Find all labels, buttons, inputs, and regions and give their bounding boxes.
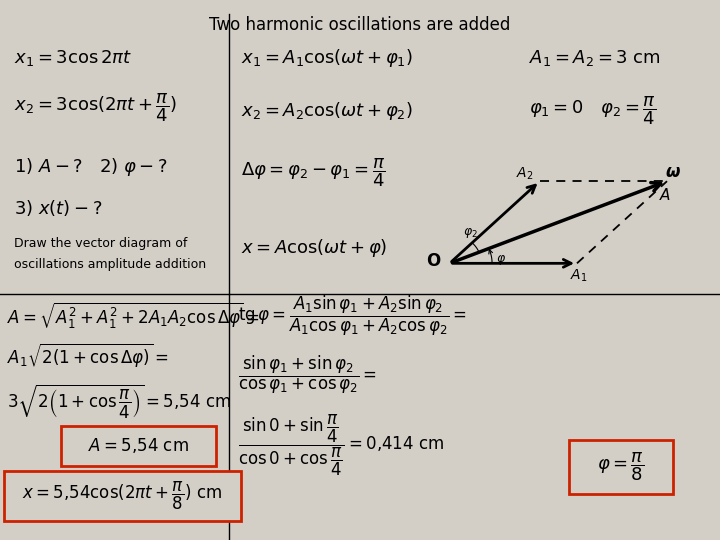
FancyBboxPatch shape [61,426,216,466]
Text: Two harmonic oscillations are added: Two harmonic oscillations are added [210,16,510,34]
Text: oscillations amplitude addition: oscillations amplitude addition [14,258,207,271]
Text: $x_1 = 3\cos 2\pi t$: $x_1 = 3\cos 2\pi t$ [14,48,132,69]
Text: $\dfrac{\sin\varphi_1 + \sin\varphi_2}{\cos\varphi_1 + \cos\varphi_2} =$: $\dfrac{\sin\varphi_1 + \sin\varphi_2}{\… [238,354,377,396]
Text: $\varphi_1 = 0 \quad \varphi_2 = \dfrac{\pi}{4}$: $\varphi_1 = 0 \quad \varphi_2 = \dfrac{… [529,94,657,127]
Text: $x_1 = A_1 \cos(\omega t + \varphi_1)$: $x_1 = A_1 \cos(\omega t + \varphi_1)$ [241,48,413,69]
Text: $x = A\cos(\omega t + \varphi)$: $x = A\cos(\omega t + \varphi)$ [241,238,387,259]
FancyBboxPatch shape [4,471,241,521]
Text: $\varphi_2$: $\varphi_2$ [464,226,478,240]
Text: $A_1$: $A_1$ [570,267,588,284]
Text: $\boldsymbol{\omega}$: $\boldsymbol{\omega}$ [665,163,681,180]
Text: 1) $A-?$   2) $\varphi - ?$: 1) $A-?$ 2) $\varphi - ?$ [14,157,168,178]
Text: $\mathrm{tg}\,\varphi = \dfrac{A_1 \sin\varphi_1 + A_2 \sin\varphi_2}{A_1 \cos\v: $\mathrm{tg}\,\varphi = \dfrac{A_1 \sin\… [238,294,467,338]
Text: $A_2$: $A_2$ [516,165,534,181]
Text: $A$: $A$ [659,187,671,203]
Text: Draw the vector diagram of: Draw the vector diagram of [14,237,188,249]
Text: $\varphi = \dfrac{\pi}{8}$: $\varphi = \dfrac{\pi}{8}$ [598,451,644,483]
Text: 3) $x(t) - ?$: 3) $x(t) - ?$ [14,198,103,218]
Text: $\Delta\varphi = \varphi_2 - \varphi_1 = \dfrac{\pi}{4}$: $\Delta\varphi = \varphi_2 - \varphi_1 =… [241,157,386,189]
Text: $\dfrac{\sin 0 + \sin\dfrac{\pi}{4}}{\cos 0 + \cos\dfrac{\pi}{4}} = 0{,}414$ cm: $\dfrac{\sin 0 + \sin\dfrac{\pi}{4}}{\co… [238,413,444,478]
Text: $A_1\sqrt{2(1 + \cos\Delta\varphi)} =$: $A_1\sqrt{2(1 + \cos\Delta\varphi)} =$ [7,342,169,370]
Text: $A = \sqrt{A_1^2 + A_1^2 + 2A_1 A_2 \cos\Delta\varphi} =$: $A = \sqrt{A_1^2 + A_1^2 + 2A_1 A_2 \cos… [7,301,259,331]
Text: $\mathbf{O}$: $\mathbf{O}$ [426,252,441,271]
Text: $3\sqrt{2\left(1 + \cos\dfrac{\pi}{4}\right)} = 5{,}54$ cm: $3\sqrt{2\left(1 + \cos\dfrac{\pi}{4}\ri… [7,383,231,421]
Text: $x = 5{,}54\cos(2\pi t + \dfrac{\pi}{8})$ cm: $x = 5{,}54\cos(2\pi t + \dfrac{\pi}{8})… [22,480,222,512]
Text: $A_1 = A_2 = 3$ cm: $A_1 = A_2 = 3$ cm [529,48,661,69]
Text: $A = 5{,}54$ cm: $A = 5{,}54$ cm [88,436,189,455]
FancyBboxPatch shape [569,440,673,494]
Text: $x_2 = 3\cos(2\pi t + \dfrac{\pi}{4})$: $x_2 = 3\cos(2\pi t + \dfrac{\pi}{4})$ [14,92,178,124]
Text: $x_2 = A_2 \cos(\omega t + \varphi_2)$: $x_2 = A_2 \cos(\omega t + \varphi_2)$ [241,100,413,122]
Text: $\varphi$: $\varphi$ [495,253,505,267]
